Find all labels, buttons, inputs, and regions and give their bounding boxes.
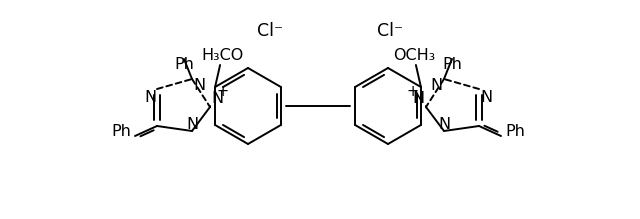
Text: N: N — [480, 90, 492, 105]
Text: Ph: Ph — [111, 124, 131, 139]
Text: +: + — [407, 84, 419, 99]
Text: Cl⁻: Cl⁻ — [377, 22, 403, 40]
Text: N: N — [193, 78, 205, 93]
Text: Ph: Ph — [174, 57, 194, 72]
Text: H₃CO: H₃CO — [201, 48, 243, 63]
Text: N: N — [413, 91, 425, 106]
Text: N: N — [144, 90, 156, 105]
Text: N: N — [438, 117, 450, 132]
Text: Ph: Ph — [505, 124, 525, 139]
Text: N: N — [186, 117, 198, 132]
Text: +: + — [217, 84, 229, 99]
Text: N: N — [211, 91, 223, 106]
Text: Ph: Ph — [442, 57, 462, 72]
Text: OCH₃: OCH₃ — [393, 48, 435, 63]
Text: Cl⁻: Cl⁻ — [257, 22, 283, 40]
Text: N: N — [431, 78, 443, 93]
